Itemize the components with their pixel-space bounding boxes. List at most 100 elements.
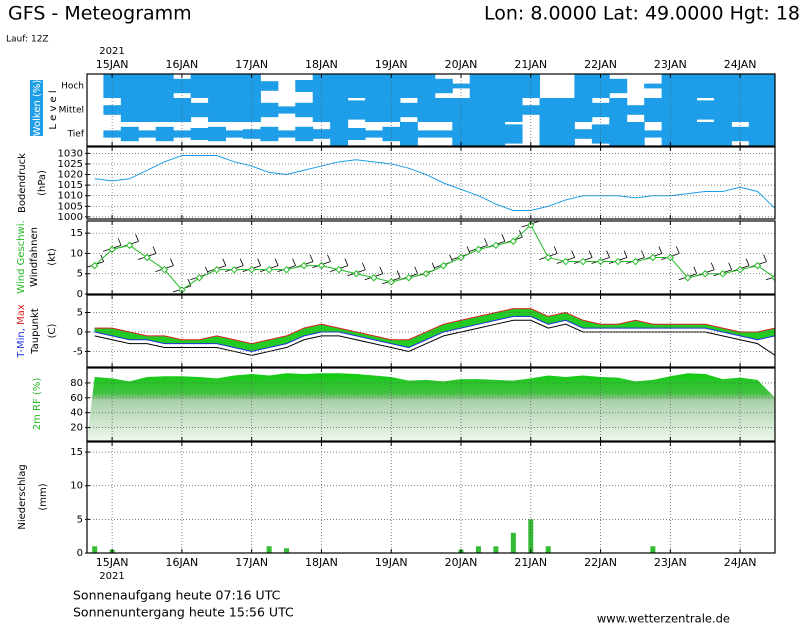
wind-unit: (kt) [47,248,58,266]
cloud-cell [190,128,209,140]
cloud-cell [225,98,244,122]
wind-marker [439,261,448,270]
cloud-cell [504,124,523,144]
cloud-label: Wolken (%) [32,80,43,137]
cloud-cell [626,122,645,146]
cloud-cell [696,100,715,120]
precip-bar [284,548,290,553]
cloud-cell [120,126,139,142]
cloud-cell [330,122,349,146]
panel-wind [87,221,775,294]
wind-marker [614,257,622,266]
cloud-cell [574,74,593,98]
wind-marker [160,265,169,274]
wind-marker [352,270,361,278]
cloud-cell [347,100,366,120]
panel-area [87,373,775,441]
x-tick-label: 23JAN [654,58,687,71]
level-label: Mittel [59,106,84,116]
y-tick-label: -5 [73,346,83,357]
wind-barb [765,276,775,281]
cloud-cell [434,78,453,94]
panel-frame [86,367,776,442]
cloud-cell [155,126,174,142]
cloud-cell [434,130,453,138]
cloud-cell [365,98,384,122]
cloud-cell [225,130,244,138]
cloud-cell [417,130,436,138]
x-tick-label: 22JAN [584,58,617,71]
cloud-cell [644,83,663,89]
temp-label: T-Min, Max [16,304,27,359]
y-tick-label: 5 [77,269,83,280]
x-tick-label: 24JAN [724,58,757,71]
temp-line [94,308,775,345]
cloud-cell [487,98,506,122]
y-tick-label: 1025 [58,159,83,170]
cloud-cell [696,122,715,146]
panel-frame [86,220,776,295]
precip-bar [528,519,534,553]
y-tick-label: 10 [70,248,83,259]
wind-marker [631,257,640,266]
wind-marker [753,261,762,270]
precip-bar [493,546,499,553]
y-tick-label: 0 [77,289,83,300]
x-tick-label: 20JAN [445,556,478,569]
y-tick-label: 10 [70,481,83,492]
x-tick-label: 17JAN [235,556,268,569]
barb-label: Windfahnen [29,227,40,287]
x-tick-label: 19JAN [375,58,408,71]
cloud-cell [539,98,558,122]
y-tick-label: 0 [77,327,83,338]
wind-line [94,224,775,291]
cloud-cell [190,74,209,98]
cloud-cell [679,98,698,122]
cloud-cell [138,98,157,122]
cloud-cell [399,102,418,118]
wind-marker [317,261,326,270]
panel-cloud [103,74,775,146]
cloud-cell [487,122,506,146]
cloud-cell [539,122,558,146]
pressure-label: Bodendruck [17,153,28,213]
cloud-cell [748,122,767,146]
wind-marker [684,274,692,282]
wind-marker [335,265,343,274]
x-tick-label: 18JAN [305,556,338,569]
precip-bar [510,532,516,553]
cloud-label-bg [30,80,43,136]
cloud-cell [277,106,296,114]
sunrise: Sonnenaufgang heute 07:16 UTC [73,588,281,603]
wind-marker [230,265,238,274]
y-tick-label: 40 [70,408,83,419]
cloud-cell [434,98,453,122]
wind-marker [492,241,500,250]
cloud-cell [713,122,732,146]
cloud-cell [208,74,227,98]
wind-marker [300,261,308,270]
cloud-cell [330,74,349,98]
wind-marker [404,274,413,282]
panel-frame [86,294,776,368]
x-tick-label: 17JAN [235,58,268,71]
cloud-cell [748,98,767,122]
dewpoint-label: Taupunkt [30,308,41,355]
panel-frame [86,146,776,220]
wind-marker [527,221,535,229]
cloud-cell [155,98,174,122]
run: Lauf: 12Z [6,35,49,45]
wind-marker [108,245,116,254]
x-tick-label: 21JAN [514,58,547,71]
cloud-cell [766,74,775,98]
wind-marker [143,253,151,262]
y-tick-label: 5 [77,514,83,525]
x-tick-label: 24JAN [724,556,757,569]
wind-marker [718,270,727,278]
x-tick-label: 20JAN [445,58,478,71]
sunset: Sonnenuntergang heute 15:56 UTC [73,605,294,620]
precip-label: Niederschlag [17,464,28,529]
x-tick-label: 23JAN [654,556,687,569]
cloud-cell [644,98,663,122]
cloud-cell [556,122,575,146]
